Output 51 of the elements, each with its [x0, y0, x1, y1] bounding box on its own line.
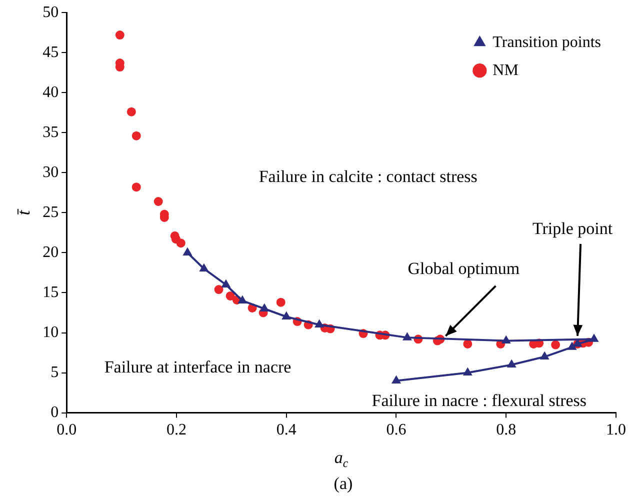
point	[282, 311, 292, 320]
y-tick-label: 30	[42, 164, 59, 181]
annotation: Triple point	[532, 218, 613, 238]
x-tick-label: 0.8	[496, 422, 516, 439]
point	[506, 359, 516, 368]
y-tick-label: 10	[42, 324, 59, 341]
point	[182, 247, 192, 256]
point	[463, 339, 472, 348]
legend-label: NM	[492, 62, 518, 79]
point	[540, 351, 550, 360]
point	[589, 334, 599, 342]
point	[402, 332, 412, 340]
point	[132, 182, 141, 192]
point	[551, 340, 560, 350]
legend-label: Transition points	[492, 34, 602, 51]
y-tick-label: 45	[42, 44, 59, 61]
text: (a)	[334, 474, 353, 494]
point	[126, 107, 136, 116]
point	[501, 335, 511, 344]
point	[199, 263, 209, 272]
point	[567, 342, 577, 350]
x-tick-label: 0.4	[276, 422, 296, 439]
y-tick-label: 50	[42, 4, 59, 21]
point	[132, 131, 141, 140]
annotation: Global optimum	[408, 258, 520, 278]
point	[154, 196, 163, 206]
annotation: Failure in calcite : contact stress	[258, 166, 478, 186]
y-tick-label: 35	[42, 124, 59, 141]
annotation: Failure in nacre : flexural stress	[372, 390, 587, 410]
point	[238, 295, 248, 304]
point	[276, 298, 286, 307]
point	[221, 279, 231, 288]
annotation: Failure at interface in nacre	[104, 358, 292, 377]
x-tick-label: 1.0	[606, 422, 626, 439]
y-tick-label: 5	[50, 364, 59, 381]
y-tick-label: 25	[42, 204, 59, 221]
point	[260, 303, 270, 312]
point	[115, 30, 124, 40]
point	[462, 367, 472, 376]
y-tick-label: 0	[50, 404, 59, 422]
point	[314, 319, 324, 328]
y-tick-label: 40	[42, 84, 59, 101]
x-tick-label: 0.6	[386, 422, 406, 439]
y-tick-label: 20	[42, 244, 59, 261]
y-tick-label: 15	[42, 284, 59, 301]
point	[214, 285, 224, 294]
point	[176, 238, 186, 248]
y-axis-title: t̄	[14, 208, 34, 216]
point	[391, 375, 402, 384]
x-tick-label: 0.0	[56, 422, 77, 439]
x-tick-label: 0.2	[166, 422, 186, 439]
